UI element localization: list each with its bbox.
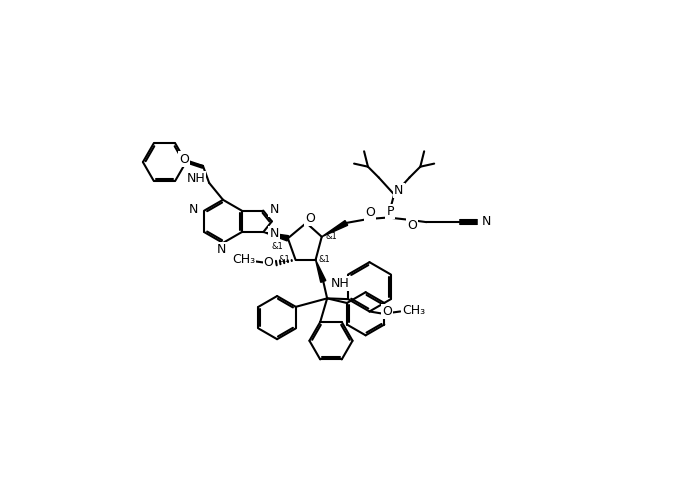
Text: O: O xyxy=(382,305,392,318)
Text: O: O xyxy=(305,212,315,225)
Text: N: N xyxy=(394,184,404,197)
Text: CH₃: CH₃ xyxy=(233,253,255,266)
Polygon shape xyxy=(264,232,288,241)
Text: N: N xyxy=(189,203,198,216)
Polygon shape xyxy=(315,260,326,282)
Polygon shape xyxy=(321,220,348,237)
Text: O: O xyxy=(264,256,274,269)
Text: O: O xyxy=(407,219,417,232)
Text: O: O xyxy=(179,152,189,165)
Text: P: P xyxy=(386,205,394,218)
Text: &1: &1 xyxy=(325,232,337,241)
Text: N: N xyxy=(270,203,279,216)
Text: N: N xyxy=(217,243,226,256)
Text: N: N xyxy=(482,215,491,228)
Text: CH₃: CH₃ xyxy=(402,304,425,317)
Text: &1: &1 xyxy=(278,255,290,264)
Text: N: N xyxy=(270,227,279,240)
Text: O: O xyxy=(365,206,375,219)
Text: NH: NH xyxy=(331,277,350,290)
Text: &1: &1 xyxy=(319,255,331,264)
Text: &1: &1 xyxy=(271,241,283,250)
Text: NH: NH xyxy=(187,172,206,185)
